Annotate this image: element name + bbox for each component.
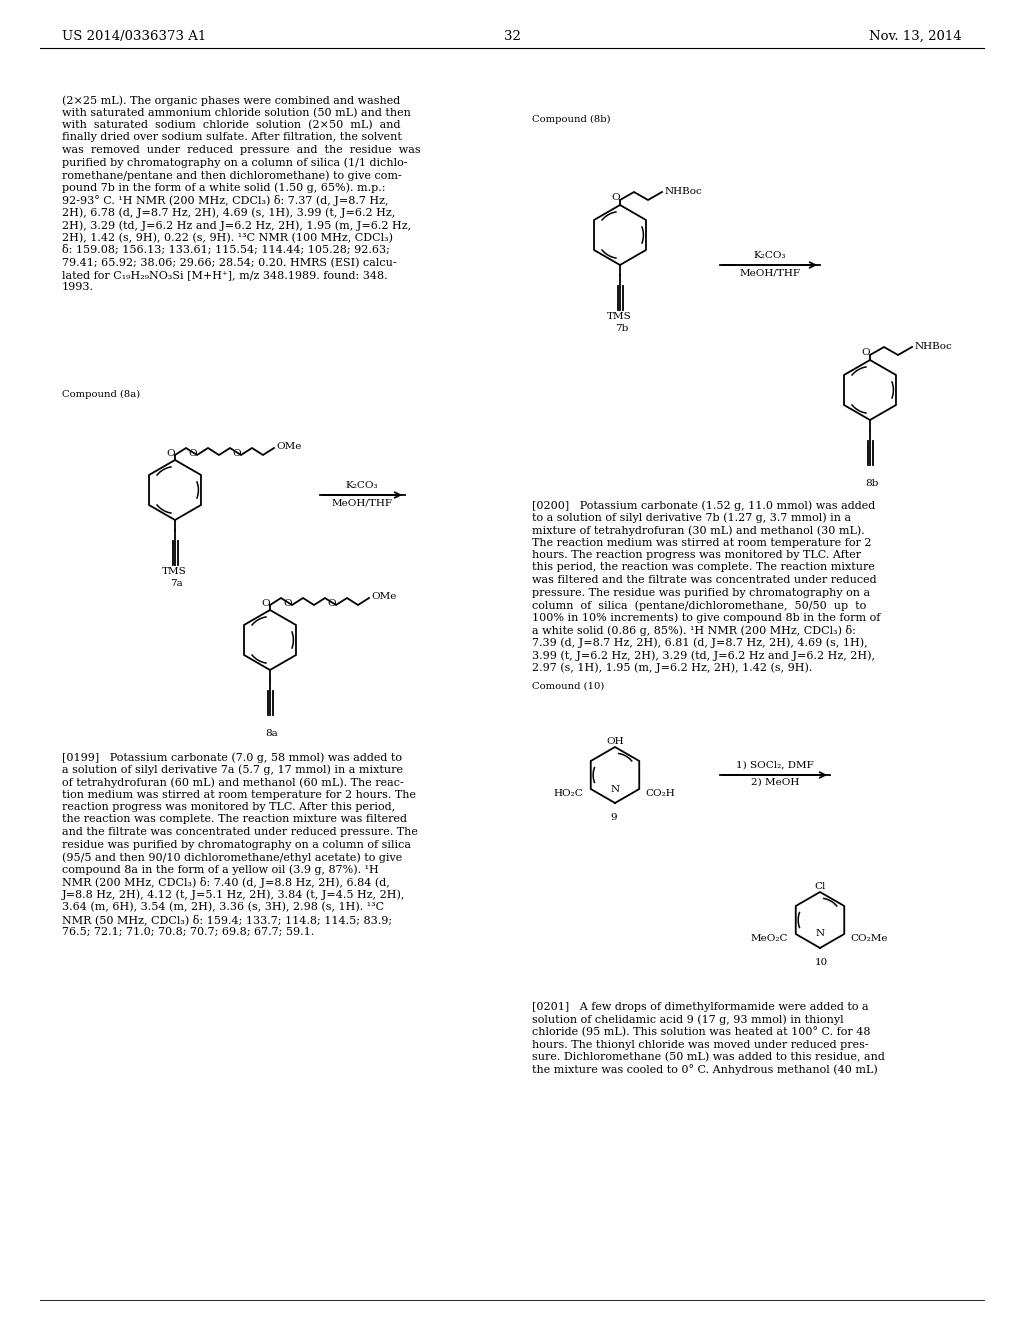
Text: 3.99 (t, J=6.2 Hz, 2H), 3.29 (td, J=6.2 Hz and J=6.2 Hz, 2H),: 3.99 (t, J=6.2 Hz, 2H), 3.29 (td, J=6.2 … [532, 649, 874, 660]
Text: 7.39 (d, J=8.7 Hz, 2H), 6.81 (d, J=8.7 Hz, 2H), 4.69 (s, 1H),: 7.39 (d, J=8.7 Hz, 2H), 6.81 (d, J=8.7 H… [532, 638, 867, 648]
Text: MeO₂C: MeO₂C [751, 935, 788, 942]
Text: of tetrahydrofuran (60 mL) and methanol (60 mL). The reac-: of tetrahydrofuran (60 mL) and methanol … [62, 777, 403, 788]
Text: The reaction medium was stirred at room temperature for 2: The reaction medium was stirred at room … [532, 537, 871, 548]
Text: pound 7b in the form of a white solid (1.50 g, 65%). m.p.:: pound 7b in the form of a white solid (1… [62, 182, 385, 193]
Text: 8a: 8a [265, 729, 278, 738]
Text: pressure. The residue was purified by chromatography on a: pressure. The residue was purified by ch… [532, 587, 870, 598]
Text: HO₂C: HO₂C [553, 789, 583, 799]
Text: mixture of tetrahydrofuran (30 mL) and methanol (30 mL).: mixture of tetrahydrofuran (30 mL) and m… [532, 525, 864, 536]
Text: to a solution of silyl derivative 7b (1.27 g, 3.7 mmol) in a: to a solution of silyl derivative 7b (1.… [532, 512, 851, 523]
Text: NHBoc: NHBoc [665, 187, 702, 195]
Text: with  saturated  sodium  chloride  solution  (2×50  mL)  and: with saturated sodium chloride solution … [62, 120, 400, 131]
Text: 2H), 6.78 (d, J=8.7 Hz, 2H), 4.69 (s, 1H), 3.99 (t, J=6.2 Hz,: 2H), 6.78 (d, J=8.7 Hz, 2H), 4.69 (s, 1H… [62, 207, 395, 218]
Text: Compound (8a): Compound (8a) [62, 389, 140, 399]
Text: O: O [328, 599, 336, 609]
Text: the reaction was complete. The reaction mixture was filtered: the reaction was complete. The reaction … [62, 814, 407, 825]
Text: (2×25 mL). The organic phases were combined and washed: (2×25 mL). The organic phases were combi… [62, 95, 400, 106]
Text: O: O [611, 193, 621, 202]
Text: MeOH/THF: MeOH/THF [739, 268, 801, 277]
Text: K₂CO₃: K₂CO₃ [346, 480, 378, 490]
Text: TMS: TMS [162, 568, 186, 576]
Text: a white solid (0.86 g, 85%). ¹H NMR (200 MHz, CDCl₃) δ:: a white solid (0.86 g, 85%). ¹H NMR (200… [532, 624, 856, 636]
Text: CO₂H: CO₂H [645, 789, 675, 799]
Text: O: O [167, 449, 175, 458]
Text: residue was purified by chromatography on a column of silica: residue was purified by chromatography o… [62, 840, 411, 850]
Text: MeOH/THF: MeOH/THF [332, 498, 392, 507]
Text: Cl: Cl [814, 882, 825, 891]
Text: chloride (95 mL). This solution was heated at 100° C. for 48: chloride (95 mL). This solution was heat… [532, 1027, 870, 1038]
Text: 2.97 (s, 1H), 1.95 (m, J=6.2 Hz, 2H), 1.42 (s, 9H).: 2.97 (s, 1H), 1.95 (m, J=6.2 Hz, 2H), 1.… [532, 663, 812, 673]
Text: CO₂Me: CO₂Me [850, 935, 888, 942]
Text: Comound (10): Comound (10) [532, 682, 604, 690]
Text: O: O [262, 599, 270, 609]
Text: 7a: 7a [170, 579, 182, 587]
Text: 100% in 10% increments) to give compound 8b in the form of: 100% in 10% increments) to give compound… [532, 612, 881, 623]
Text: tion medium was stirred at room temperature for 2 hours. The: tion medium was stirred at room temperat… [62, 789, 416, 800]
Text: 32: 32 [504, 30, 520, 44]
Text: N: N [815, 929, 824, 939]
Text: O: O [232, 449, 242, 458]
Text: K₂CO₃: K₂CO₃ [754, 251, 786, 260]
Text: 7b: 7b [615, 323, 629, 333]
Text: 3.64 (m, 6H), 3.54 (m, 2H), 3.36 (s, 3H), 2.98 (s, 1H). ¹³C: 3.64 (m, 6H), 3.54 (m, 2H), 3.36 (s, 3H)… [62, 902, 384, 912]
Text: solution of chelidamic acid 9 (17 g, 93 mmol) in thionyl: solution of chelidamic acid 9 (17 g, 93 … [532, 1015, 844, 1026]
Text: 10: 10 [815, 958, 828, 968]
Text: this period, the reaction was complete. The reaction mixture: this period, the reaction was complete. … [532, 562, 874, 573]
Text: NMR (200 MHz, CDCl₃) δ: 7.40 (d, J=8.8 Hz, 2H), 6.84 (d,: NMR (200 MHz, CDCl₃) δ: 7.40 (d, J=8.8 H… [62, 876, 390, 888]
Text: [0200]   Potassium carbonate (1.52 g, 11.0 mmol) was added: [0200] Potassium carbonate (1.52 g, 11.0… [532, 500, 876, 511]
Text: hours. The thionyl chloride was moved under reduced pres-: hours. The thionyl chloride was moved un… [532, 1040, 868, 1049]
Text: compound 8a in the form of a yellow oil (3.9 g, 87%). ¹H: compound 8a in the form of a yellow oil … [62, 865, 379, 875]
Text: δ: 159.08; 156.13; 133.61; 115.54; 114.44; 105.28; 92.63;: δ: 159.08; 156.13; 133.61; 115.54; 114.4… [62, 246, 390, 255]
Text: [0201]   A few drops of dimethylformamide were added to a: [0201] A few drops of dimethylformamide … [532, 1002, 868, 1012]
Text: 1) SOCl₂, DMF: 1) SOCl₂, DMF [736, 762, 814, 770]
Text: N: N [610, 784, 620, 793]
Text: was filtered and the filtrate was concentrated under reduced: was filtered and the filtrate was concen… [532, 576, 877, 585]
Text: column  of  silica  (pentane/dichloromethane,  50/50  up  to: column of silica (pentane/dichloromethan… [532, 601, 866, 611]
Text: (95/5 and then 90/10 dichloromethane/ethyl acetate) to give: (95/5 and then 90/10 dichloromethane/eth… [62, 851, 402, 862]
Text: 92-93° C. ¹H NMR (200 MHz, CDCl₃) δ: 7.37 (d, J=8.7 Hz,: 92-93° C. ¹H NMR (200 MHz, CDCl₃) δ: 7.3… [62, 195, 388, 206]
Text: 2) MeOH: 2) MeOH [751, 777, 799, 787]
Text: OMe: OMe [276, 442, 301, 451]
Text: was  removed  under  reduced  pressure  and  the  residue  was: was removed under reduced pressure and t… [62, 145, 421, 154]
Text: and the filtrate was concentrated under reduced pressure. The: and the filtrate was concentrated under … [62, 828, 418, 837]
Text: 8b: 8b [865, 479, 879, 488]
Text: NHBoc: NHBoc [915, 342, 952, 351]
Text: O: O [284, 599, 292, 609]
Text: a solution of silyl derivative 7a (5.7 g, 17 mmol) in a mixture: a solution of silyl derivative 7a (5.7 g… [62, 764, 403, 775]
Text: O: O [861, 348, 870, 356]
Text: NMR (50 MHz, CDCl₃) δ: 159.4; 133.7; 114.8; 114.5; 83.9;: NMR (50 MHz, CDCl₃) δ: 159.4; 133.7; 114… [62, 915, 392, 925]
Text: 76.5; 72.1; 71.0; 70.8; 70.7; 69.8; 67.7; 59.1.: 76.5; 72.1; 71.0; 70.8; 70.7; 69.8; 67.7… [62, 927, 314, 937]
Text: sure. Dichloromethane (50 mL) was added to this residue, and: sure. Dichloromethane (50 mL) was added … [532, 1052, 885, 1063]
Text: lated for C₁₉H₂₉NO₃Si [M+H⁺], m/z 348.1989. found: 348.: lated for C₁₉H₂₉NO₃Si [M+H⁺], m/z 348.19… [62, 271, 388, 280]
Text: [0199]   Potassium carbonate (7.0 g, 58 mmol) was added to: [0199] Potassium carbonate (7.0 g, 58 mm… [62, 752, 402, 763]
Text: reaction progress was monitored by TLC. After this period,: reaction progress was monitored by TLC. … [62, 803, 395, 812]
Text: the mixture was cooled to 0° C. Anhydrous methanol (40 mL): the mixture was cooled to 0° C. Anhydrou… [532, 1064, 878, 1076]
Text: 1993.: 1993. [62, 282, 94, 293]
Text: romethane/pentane and then dichloromethane) to give com-: romethane/pentane and then dichlorometha… [62, 170, 401, 181]
Text: Compound (8b): Compound (8b) [532, 115, 610, 124]
Text: finally dried over sodium sulfate. After filtration, the solvent: finally dried over sodium sulfate. After… [62, 132, 401, 143]
Text: 9: 9 [610, 813, 616, 822]
Text: purified by chromatography on a column of silica (1/1 dichlo-: purified by chromatography on a column o… [62, 157, 408, 168]
Text: hours. The reaction progress was monitored by TLC. After: hours. The reaction progress was monitor… [532, 550, 861, 560]
Text: US 2014/0336373 A1: US 2014/0336373 A1 [62, 30, 206, 44]
Text: Nov. 13, 2014: Nov. 13, 2014 [869, 30, 962, 44]
Text: 79.41; 65.92; 38.06; 29.66; 28.54; 0.20. HMRS (ESI) calcu-: 79.41; 65.92; 38.06; 29.66; 28.54; 0.20.… [62, 257, 396, 268]
Text: with saturated ammonium chloride solution (50 mL) and then: with saturated ammonium chloride solutio… [62, 107, 411, 117]
Text: OH: OH [606, 737, 624, 746]
Text: J=8.8 Hz, 2H), 4.12 (t, J=5.1 Hz, 2H), 3.84 (t, J=4.5 Hz, 2H),: J=8.8 Hz, 2H), 4.12 (t, J=5.1 Hz, 2H), 3… [62, 890, 406, 900]
Text: TMS: TMS [607, 312, 632, 321]
Text: OMe: OMe [371, 591, 396, 601]
Text: 2H), 3.29 (td, J=6.2 Hz and J=6.2 Hz, 2H), 1.95 (m, J=6.2 Hz,: 2H), 3.29 (td, J=6.2 Hz and J=6.2 Hz, 2H… [62, 220, 411, 231]
Text: O: O [188, 449, 198, 458]
Text: 2H), 1.42 (s, 9H), 0.22 (s, 9H). ¹³C NMR (100 MHz, CDCl₃): 2H), 1.42 (s, 9H), 0.22 (s, 9H). ¹³C NMR… [62, 232, 393, 243]
